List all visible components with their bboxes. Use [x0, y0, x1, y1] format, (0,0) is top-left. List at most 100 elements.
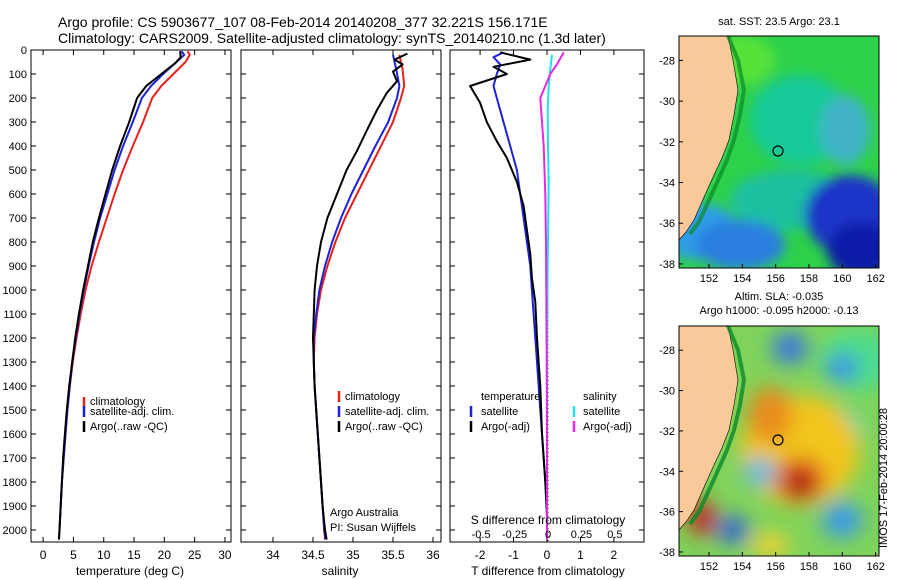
map-y-tick-label: -36: [659, 507, 675, 519]
legend-label-s-satellite: satellite: [583, 406, 620, 418]
map-y-tick-label: -34: [659, 178, 675, 190]
map-x-tick-label: 154: [733, 561, 751, 573]
s-tick-label: 0.5: [607, 529, 622, 541]
x-tick-label: 0: [544, 548, 551, 562]
legend-label-argo: Argo(..raw -QC): [90, 421, 168, 433]
legend-label-argo: Argo(..raw -QC): [345, 421, 423, 433]
map-y-tick-label: -38: [659, 547, 675, 559]
map-x-tick-label: 152: [700, 561, 718, 573]
panel-temperature: 0 5 10 15 20 25 300100200300400500600700800900…: [3, 45, 232, 578]
x-tick-label: -2: [475, 548, 486, 562]
land-mass: [679, 36, 739, 241]
argo-location-marker: [772, 434, 784, 446]
x-tick-label: 25: [188, 548, 202, 562]
legend-label-climatology: climatology: [90, 396, 146, 408]
depth-tick-label: 1000: [3, 285, 27, 297]
legend-group-temperature: temperature: [481, 391, 540, 403]
legend-label-climatology: climatology: [345, 391, 401, 403]
difference-xlabel: T difference from climatology: [471, 564, 625, 578]
depth-tick-label: 1100: [3, 309, 27, 321]
depth-tick-label: 2000: [3, 525, 27, 537]
sla-map-title: Altim. SLA: -0.035: [735, 291, 824, 303]
depth-tick-label: 1800: [3, 477, 27, 489]
salinity-axes-box: [240, 49, 442, 543]
difference-legend: temperature satellite Argo(-adj) salinit…: [469, 391, 632, 433]
x-tick-label: 0: [40, 548, 47, 562]
argo-location-marker: [772, 145, 784, 157]
x-tick-label: -1: [508, 548, 519, 562]
depth-tick-label: 400: [9, 141, 27, 153]
depth-tick-label: 1400: [3, 381, 27, 393]
depth-tick-label: 900: [9, 261, 27, 273]
map-y-tick-label: -30: [659, 96, 675, 108]
s-tick-label: -0.5: [472, 529, 491, 541]
panel-sst-map: sat. SST: 23.5 Argo: 23.1 152 154 156 158 16…: [659, 16, 885, 285]
depth-tick-label: 600: [9, 189, 27, 201]
series-line-salinity-argo-adj-: [539, 51, 565, 540]
series-line-argo-raw-qc-: [57, 51, 182, 540]
map-x-tick-label: 156: [766, 561, 784, 573]
map-y-tick-label: -28: [659, 55, 675, 67]
x-tick-label: 2: [611, 548, 618, 562]
depth-tick-label: 1500: [3, 405, 27, 417]
panel-difference: -2 -1 0 1 2 S difference from climatology -0…: [449, 49, 645, 578]
x-tick-label: 20: [158, 548, 172, 562]
x-tick-label: 30: [218, 548, 232, 562]
sla-map-subtitle: Argo h1000: -0.095 h2000: -0.13: [699, 305, 858, 317]
depth-tick-label: 500: [9, 165, 27, 177]
map-x-tick-label: 160: [833, 273, 851, 285]
map-y-tick-label: -36: [659, 218, 675, 230]
map-y-tick-label: -34: [659, 466, 675, 478]
depth-tick-label: 1600: [3, 429, 27, 441]
argo-australia-note: Argo Australia: [330, 507, 399, 519]
x-tick-label: 35.5: [381, 548, 405, 562]
map-x-tick-label: 162: [866, 273, 884, 285]
depth-tick-label: 200: [9, 93, 27, 105]
x-tick-label: 35: [346, 548, 360, 562]
map-x-tick-label: 160: [833, 561, 851, 573]
legend-label-t-satellite: satellite: [481, 406, 518, 418]
legend-label-satellite: satellite-adj. clim.: [345, 406, 429, 418]
temperature-xlabel: temperature (deg C): [76, 564, 184, 578]
x-tick-label: 36: [426, 548, 440, 562]
pi-note: PI: Susan Wijffels: [330, 522, 416, 534]
map-y-tick-label: -32: [659, 137, 675, 149]
x-tick-label: 34: [266, 548, 280, 562]
map-x-tick-label: 156: [766, 273, 784, 285]
x-tick-label: 10: [97, 548, 111, 562]
s-tick-label: -0.25: [502, 529, 527, 541]
sst-map-title: sat. SST: 23.5 Argo: 23.1: [718, 16, 840, 28]
sst-map-field: [679, 36, 879, 268]
depth-tick-label: 100: [9, 69, 27, 81]
depth-tick-label: 0: [21, 45, 27, 57]
series-line-temperature-satellite: [492, 51, 548, 540]
x-tick-label: 1: [577, 548, 584, 562]
map-y-tick-label: -30: [659, 386, 675, 398]
difference-top-axis-label: S difference from climatology: [471, 513, 626, 527]
legend-label-satellite: satellite-adj. clim.: [90, 406, 174, 418]
map-x-tick-label: 152: [700, 273, 718, 285]
legend-group-salinity: salinity: [583, 391, 617, 403]
map-y-tick-label: -32: [659, 426, 675, 438]
salinity-xlabel: salinity: [322, 564, 359, 578]
sla-map-field: [679, 326, 879, 556]
legend-label-s-argo: Argo(-adj): [583, 421, 632, 433]
x-tick-label: 34.5: [301, 548, 325, 562]
salinity-legend: climatology satellite-adj. clim. Argo(..…: [337, 391, 429, 433]
map-x-tick-label: 158: [800, 561, 818, 573]
map-x-tick-label: 158: [800, 273, 818, 285]
series-line-argo-raw-qc-: [312, 52, 408, 540]
panel-salinity: 34 34.5 35 35.5 36 salinity climatology sate…: [240, 49, 442, 578]
map-x-tick-label: 162: [866, 561, 884, 573]
map-x-tick-label: 154: [733, 273, 751, 285]
x-tick-label: 5: [70, 548, 77, 562]
panel-sla-map: Altim. SLA: -0.035 Argo h1000: -0.095 h2…: [659, 291, 885, 573]
depth-tick-label: 800: [9, 237, 27, 249]
figure-title-line2: Climatology: CARS2009. Satellite-adjuste…: [58, 30, 606, 46]
depth-tick-label: 1900: [3, 501, 27, 513]
series-line-temperature-argo-adj-: [469, 51, 548, 540]
legend-label-t-argo: Argo(-adj): [481, 421, 530, 433]
s-tick-label: 0.25: [571, 529, 592, 541]
x-tick-label: 15: [127, 548, 141, 562]
